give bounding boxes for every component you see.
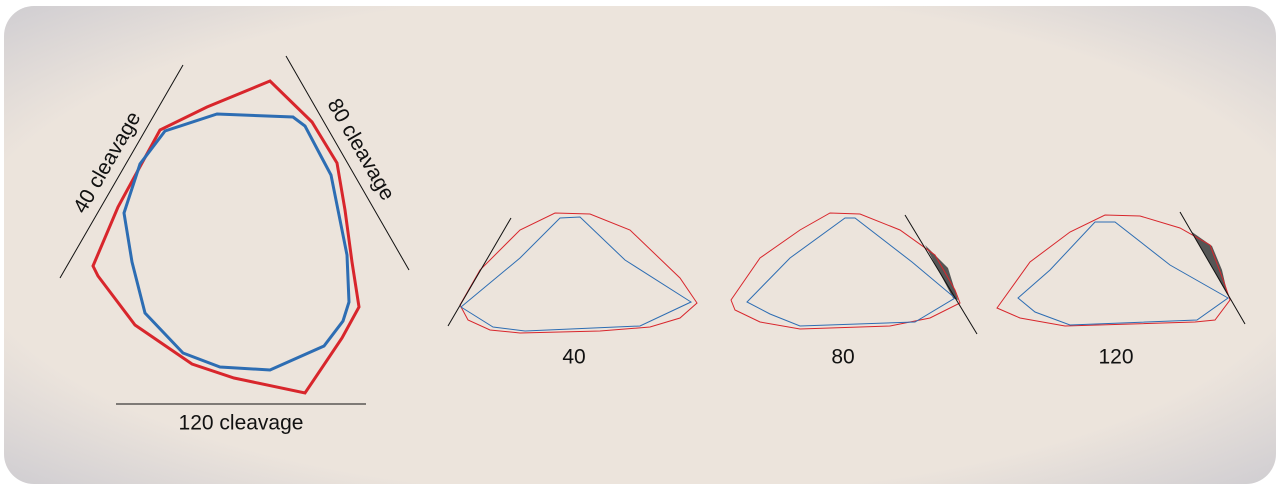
inner-outline: [122, 112, 351, 372]
outer-outline: [91, 79, 361, 395]
cleavage-line: [1179, 211, 1246, 325]
outer-outline: [459, 212, 698, 334]
cleavage-line: [904, 214, 978, 335]
panel-label: 120: [1098, 346, 1133, 369]
cleavage-line: [447, 217, 512, 327]
outer-outline: [996, 214, 1231, 327]
inner-outline: [746, 217, 956, 327]
inner-outline: [460, 216, 693, 332]
inner-outline: [1017, 221, 1229, 326]
panel-label: 40: [562, 346, 585, 369]
cut-region: [925, 245, 958, 300]
cleavage-label: 120 cleavage: [179, 412, 304, 435]
panel-label: 80: [831, 346, 854, 369]
panel-background: [4, 6, 1276, 484]
cleavage-line-80: [285, 55, 410, 271]
outer-outline: [730, 212, 961, 330]
cleavage-line-40: [59, 64, 184, 279]
